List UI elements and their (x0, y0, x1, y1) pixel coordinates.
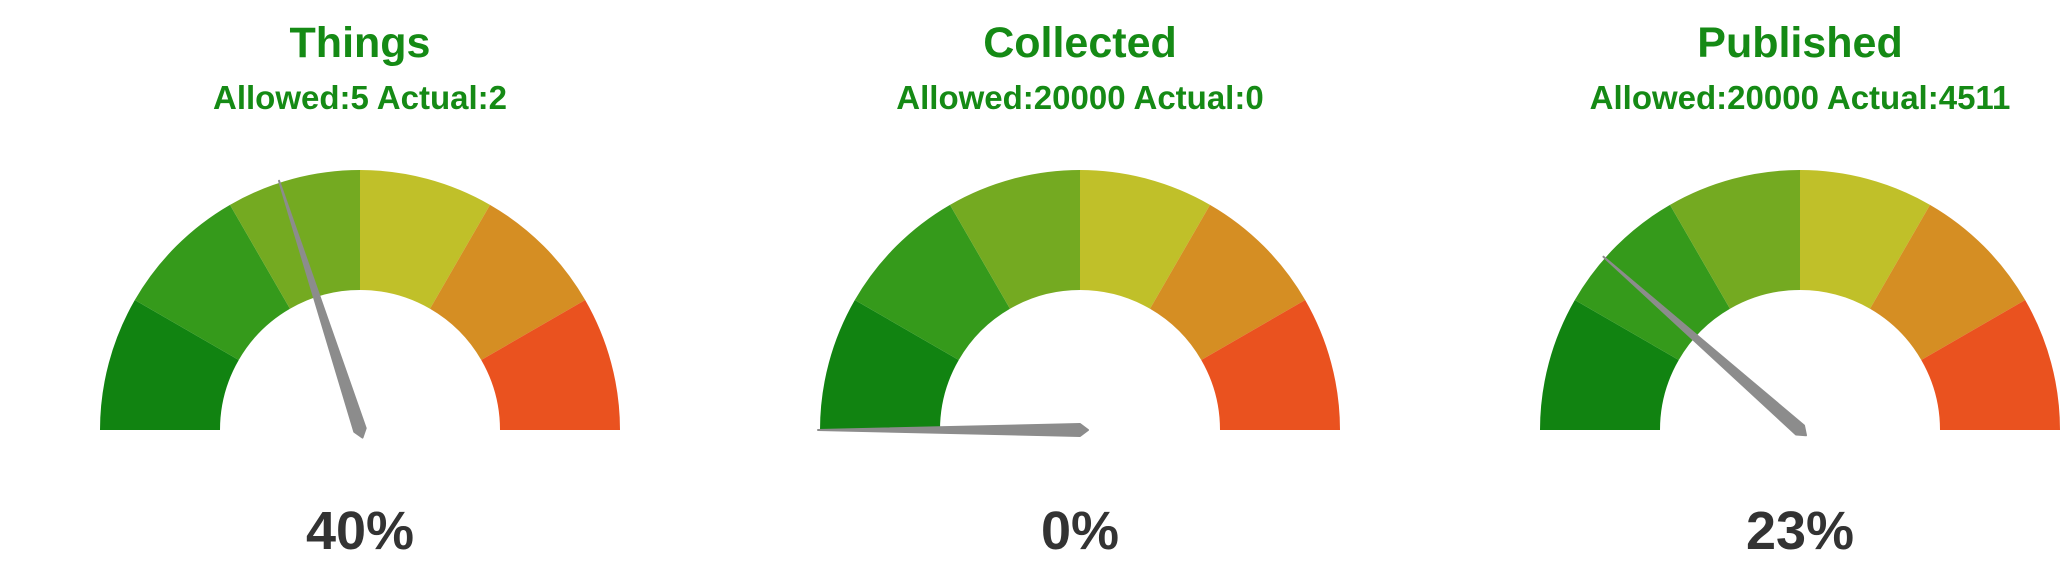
gauge-band (1540, 300, 1679, 430)
gauge-band (820, 300, 959, 430)
gauge-needle (278, 179, 367, 439)
gauge-band (950, 170, 1080, 309)
gauge-band (1800, 170, 1930, 309)
gauge-title: Published (1697, 19, 1903, 67)
gauge-value-label: 0% (1040, 501, 1120, 561)
gauge-value-label: 40% (305, 501, 415, 561)
gauge-value-label: 23% (1745, 501, 1855, 561)
gauge-band (1870, 204, 2026, 360)
gauge-dial (100, 170, 620, 439)
gauge-band (1921, 300, 2060, 430)
gauge-title: Collected (983, 19, 1177, 67)
gauge-subtitle: Allowed:5 Actual:2 (213, 79, 507, 116)
gauge-band (430, 204, 586, 360)
gauge-things: Things Allowed:5 Actual:2 40% (0, 0, 720, 570)
gauge-band (481, 300, 620, 430)
gauge-needle (1602, 255, 1808, 437)
gauge-published: Published Allowed:20000 Actual:4511 23% (1440, 0, 2066, 570)
gauge-title: Things (289, 19, 431, 67)
gauge-band (1201, 300, 1340, 430)
gauge-collected: Collected Allowed:20000 Actual:0 0% (720, 0, 1440, 570)
gauge-needle (817, 423, 1089, 437)
gauge-subtitle: Allowed:20000 Actual:0 (896, 79, 1264, 116)
gauge-band (854, 204, 1010, 360)
gauge-band (134, 204, 290, 360)
gauge-subtitle: Allowed:20000 Actual:4511 (1589, 79, 2011, 116)
gauge-band (360, 170, 490, 309)
gauge-dial (817, 170, 1340, 437)
gauge-band (230, 170, 360, 309)
gauge-dial (1540, 170, 2060, 437)
gauge-band (1150, 204, 1306, 360)
gauge-band (1670, 170, 1800, 309)
gauge-band (1080, 170, 1210, 309)
gauge-band (100, 300, 239, 430)
gauge-band (1574, 204, 1730, 360)
